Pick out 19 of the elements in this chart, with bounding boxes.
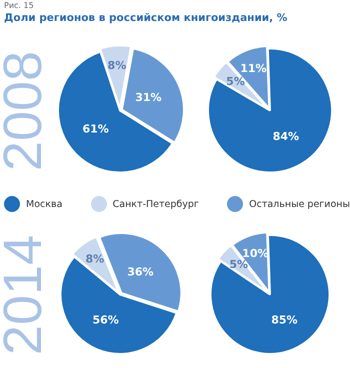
data-label: 5%	[229, 258, 248, 272]
data-label: 56%	[92, 313, 119, 326]
text: 2014	[0, 234, 54, 355]
chart-title: Доли регионов в российском книгоиздании, %	[4, 12, 288, 24]
legend-label: Санкт-Петербург	[112, 198, 199, 210]
data-label: 10%	[242, 247, 269, 260]
data-label: 61%	[82, 122, 109, 136]
data-label: 84%	[272, 130, 300, 143]
data-label: 36%	[127, 266, 154, 279]
data-label: 85%	[271, 313, 298, 326]
data-label: 8%	[108, 58, 126, 72]
data-label: 5%	[226, 75, 245, 88]
legend-label: Остальные регионы	[249, 198, 350, 210]
data-label: 31%	[135, 90, 162, 104]
text: 2008	[0, 50, 54, 171]
data-label: 8%	[85, 252, 104, 266]
data-label: 11%	[240, 62, 267, 75]
legend-label: Москва	[26, 198, 62, 210]
text: Рис. 15	[4, 1, 34, 10]
